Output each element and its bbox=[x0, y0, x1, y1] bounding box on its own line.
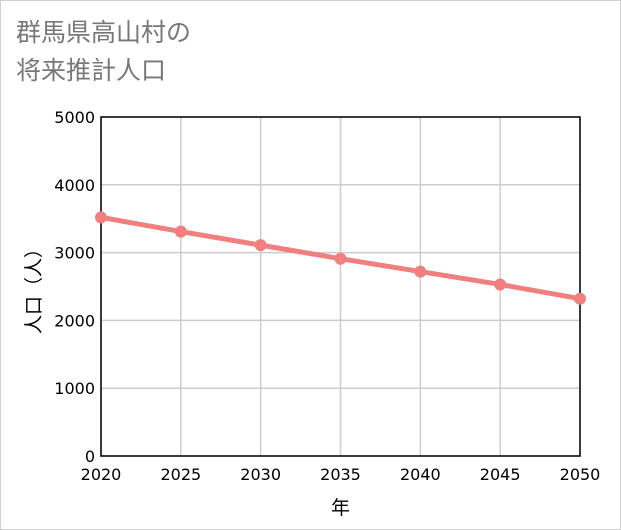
data-point-2050 bbox=[574, 292, 586, 305]
x-axis-label: 年 bbox=[331, 497, 350, 519]
y-tick-label: 1000 bbox=[54, 379, 95, 398]
plot-area bbox=[100, 116, 581, 457]
chart-title-line-2: 将来推計人口 bbox=[16, 56, 167, 85]
y-tick-label: 2000 bbox=[54, 311, 95, 330]
x-tick-label: 2035 bbox=[320, 465, 361, 484]
data-point-2035 bbox=[334, 252, 347, 265]
x-tick-label: 2020 bbox=[81, 465, 122, 484]
y-tick-label: 0 bbox=[85, 447, 95, 466]
chart-title-line-1: 群馬県高山村の bbox=[16, 18, 192, 47]
y-axis-ticks: 0 1000 2000 3000 4000 5000 bbox=[54, 108, 95, 466]
y-tick-label: 4000 bbox=[54, 176, 95, 195]
y-tick-label: 5000 bbox=[54, 108, 95, 127]
data-series bbox=[95, 211, 586, 305]
x-tick-label: 2025 bbox=[160, 465, 201, 484]
y-tick-label: 3000 bbox=[54, 244, 95, 263]
x-tick-label: 2030 bbox=[240, 465, 281, 484]
chart-title: 群馬県高山村の 将来推計人口 bbox=[16, 14, 191, 90]
x-tick-label: 2050 bbox=[560, 465, 601, 484]
x-axis-ticks: 2020 2025 2030 2035 2040 2045 2050 bbox=[81, 465, 601, 484]
data-point-2020 bbox=[95, 211, 107, 224]
data-point-2025 bbox=[174, 225, 187, 238]
data-point-2030 bbox=[254, 239, 267, 252]
x-tick-label: 2040 bbox=[400, 465, 441, 484]
x-tick-label: 2045 bbox=[480, 465, 521, 484]
data-point-2040 bbox=[414, 265, 427, 278]
y-axis-label: 人口（人） bbox=[23, 239, 45, 334]
data-point-2045 bbox=[494, 278, 507, 291]
